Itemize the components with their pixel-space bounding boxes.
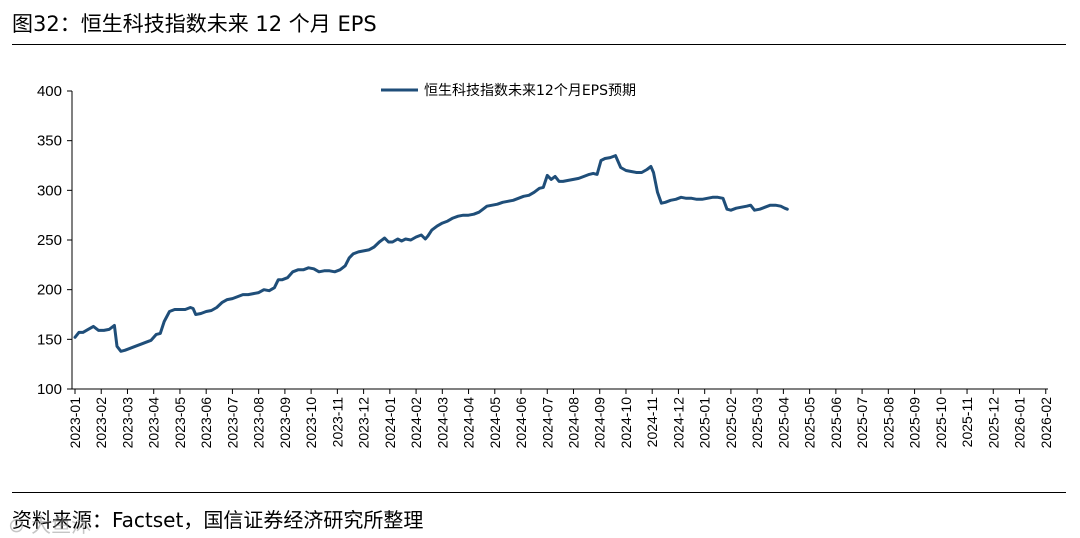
x-tick-label: 2023-03 (119, 397, 135, 449)
y-tick-label: 250 (37, 232, 62, 249)
x-tick-label: 2025-07 (854, 397, 870, 449)
x-tick-label: 2024-03 (434, 397, 450, 449)
bottom-rule (12, 492, 1066, 493)
y-tick-label: 300 (37, 182, 62, 199)
top-rule (12, 44, 1066, 45)
x-tick-label: 2024-05 (487, 397, 503, 449)
x-tick-label: 2025-11 (959, 397, 975, 448)
watermark: ⊙ 大鱼沐 (8, 513, 92, 537)
y-tick-label: 200 (37, 282, 62, 299)
x-tick-label: 2023-01 (67, 397, 83, 449)
x-tick-label: 2023-11 (329, 397, 345, 448)
x-tick-label: 2023-07 (224, 397, 240, 449)
legend-label: 恒生科技指数未来12个月EPS预期 (424, 83, 636, 99)
x-tick-label: 2023-02 (93, 397, 109, 449)
x-tick-label: 2024-04 (461, 397, 477, 449)
x-tick-label: 2026-01 (1012, 397, 1028, 449)
x-tick-label: 2026-02 (1038, 397, 1054, 449)
plot-area: 100 150 200 250 300 350 400 2023-01 2023-02 2023-… (37, 83, 1054, 448)
x-tick-label: 2025-05 (802, 397, 818, 449)
x-tick-label: 2024-09 (592, 397, 608, 449)
x-tick-label: 2023-08 (251, 397, 267, 449)
x-tick-label: 2025-02 (723, 397, 739, 449)
x-tick-label: 2024-01 (382, 397, 398, 449)
x-tick-label: 2023-12 (356, 397, 372, 449)
y-tick-label: 400 (37, 83, 62, 100)
x-tick-label: 2023-05 (172, 397, 188, 449)
x-tick-label: 2024-12 (670, 397, 686, 449)
x-tick-label: 2024-10 (618, 397, 634, 449)
x-tick-label: 2024-11 (644, 397, 660, 448)
eps-line-chart: 100 150 200 250 300 350 400 2023-01 2023-02 2023-… (37, 83, 1054, 448)
x-tick-label: 2023-06 (198, 397, 214, 449)
x-tick-label: 2025-04 (775, 397, 791, 449)
x-tick-label: 2024-02 (408, 397, 424, 449)
y-tick-label: 150 (37, 331, 62, 348)
y-tick-label: 350 (37, 133, 62, 150)
figure-title: 图32：恒生科技指数未来 12 个月 EPS (12, 12, 377, 36)
x-tick-label: 2025-10 (933, 397, 949, 449)
x-tick-label: 2025-06 (828, 397, 844, 449)
x-tick-label: 2025-12 (985, 397, 1001, 449)
x-tick-label: 2024-06 (513, 397, 529, 449)
x-tick-label: 2023-09 (277, 397, 293, 449)
x-tick-label: 2025-03 (749, 397, 765, 449)
x-tick-label: 2024-07 (539, 397, 555, 449)
x-tick-label: 2024-08 (565, 397, 581, 449)
y-tick-label: 100 (37, 381, 62, 398)
x-tick-label: 2025-09 (907, 397, 923, 449)
x-tick-label: 2025-08 (880, 397, 896, 449)
legend: 恒生科技指数未来12个月EPS预期 (381, 83, 636, 99)
x-tick-label: 2023-04 (146, 397, 162, 449)
series-line-0 (73, 154, 789, 353)
x-tick-label: 2025-01 (697, 397, 713, 449)
x-tick-label: 2023-10 (303, 397, 319, 449)
source-note: 资料来源：Factset，国信证券经济研究所整理 (12, 508, 424, 532)
